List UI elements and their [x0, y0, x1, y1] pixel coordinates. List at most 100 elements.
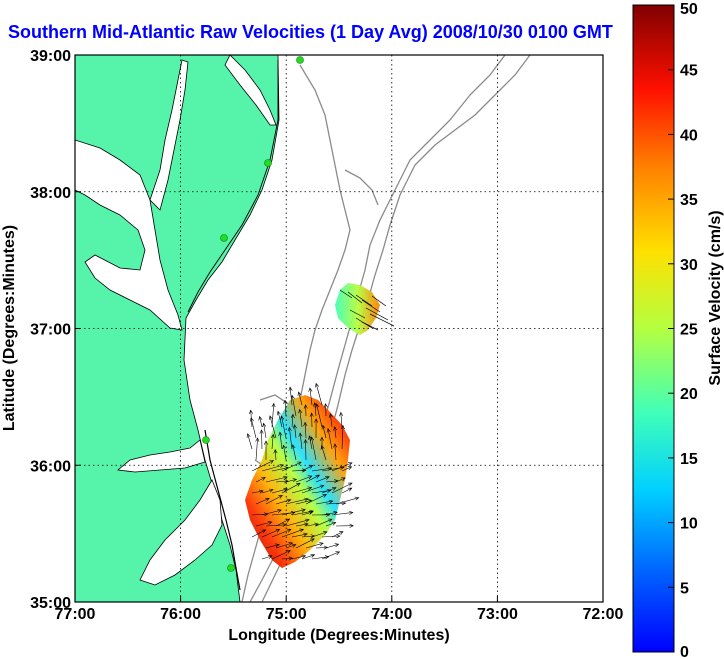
velocity-arrow [265, 476, 288, 483]
velocity-arrowhead [339, 465, 345, 470]
velocity-arrow [284, 400, 287, 417]
velocity-arrow [247, 433, 253, 450]
velocity-arrow [281, 529, 304, 538]
velocity-arrow [315, 383, 323, 406]
velocity-arrowhead [341, 477, 346, 482]
velocity-arrow [285, 519, 310, 527]
velocity-arrow [275, 499, 291, 505]
velocity-arrowhead [310, 554, 316, 558]
velocity-arrowhead [354, 496, 360, 501]
velocity-arrow [261, 489, 274, 494]
velocity-arrowhead [327, 518, 333, 523]
velocity-arrowhead [321, 424, 326, 430]
velocity-arrow [250, 417, 257, 439]
velocity-arrow [285, 544, 296, 549]
velocity-patch-south [245, 382, 360, 568]
velocity-arrow [289, 387, 293, 406]
velocity-arrow [311, 531, 328, 538]
velocity-arrow [289, 427, 293, 450]
velocity-arrowhead [292, 478, 298, 483]
velocity-arrow [263, 423, 267, 439]
velocity-arrowhead [292, 424, 297, 429]
velocity-arrow [275, 542, 293, 549]
velocity-arrowhead [286, 498, 292, 503]
velocity-arrowhead [275, 528, 281, 533]
velocity-arrowhead [255, 437, 260, 442]
y-tick-label: 39:00 [30, 48, 71, 65]
velocity-arrowhead [280, 415, 285, 421]
velocity-arrow [261, 429, 263, 450]
velocity-arrowhead [305, 518, 310, 523]
velocity-arrowhead [283, 487, 288, 492]
velocity-arrowhead [246, 433, 251, 438]
velocity-arrowhead [335, 551, 341, 556]
velocity-arrow [271, 403, 275, 428]
velocity-arrow [309, 387, 313, 406]
velocity-arrow [279, 432, 283, 450]
x-tick-label: 77:00 [55, 606, 96, 623]
velocity-arrowhead [348, 462, 353, 467]
velocity-arrow [281, 416, 287, 439]
velocity-arrowhead [288, 542, 294, 546]
velocity-arrow [292, 444, 297, 461]
velocity-arrowhead [249, 409, 253, 415]
colorbar-tick-label: 15 [680, 451, 698, 468]
colorbar-tick-label: 50 [680, 1, 698, 18]
map-layer [75, 55, 603, 602]
velocity-arrowhead [275, 543, 280, 548]
velocity-arrowhead [336, 534, 341, 539]
velocity-arrow [331, 482, 353, 494]
velocity-arrow [301, 511, 313, 516]
velocity-arrow [330, 413, 333, 428]
colorbar-tick-label: 5 [680, 580, 689, 597]
velocity-arrowhead [259, 429, 264, 434]
velocity-arrowhead [283, 475, 288, 480]
velocity-arrow [251, 490, 264, 494]
x-tick-label: 75:00 [266, 606, 307, 623]
velocity-arrowhead [298, 408, 303, 414]
velocity-arrowhead [339, 411, 344, 417]
velocity-arrowhead [340, 424, 345, 430]
velocity-arrow [291, 395, 297, 417]
y-tick-label: 35:00 [30, 595, 71, 612]
grid-lines [75, 55, 603, 602]
velocity-arrowhead [297, 461, 302, 466]
velocity-arrow [321, 445, 327, 461]
velocity-arrowhead [331, 521, 337, 526]
velocity-arrowhead [261, 529, 267, 534]
velocity-arrowhead [310, 538, 315, 543]
velocity-arrow [341, 466, 352, 472]
velocity-arrow [271, 550, 291, 560]
velocity-arrowhead [286, 528, 292, 533]
velocity-arrowhead [282, 523, 287, 528]
velocity-arrow [334, 426, 337, 439]
velocity-arrowhead [322, 494, 328, 498]
velocity-arrow [305, 523, 319, 527]
velocity-arrow [340, 412, 343, 428]
velocity-arrow [331, 531, 344, 538]
velocity-arrowhead [303, 532, 308, 537]
velocity-arrow [281, 557, 293, 560]
velocity-arrowhead [348, 510, 354, 515]
velocity-arrowhead [265, 497, 270, 502]
velocity-arrowhead [310, 436, 315, 441]
velocity-arrowhead [348, 482, 353, 487]
station-marker [202, 436, 210, 444]
velocity-arrowhead [290, 413, 295, 419]
velocity-arrowhead [301, 554, 307, 559]
colorbar-tick-label: 20 [680, 386, 698, 403]
velocity-arrowhead [288, 556, 294, 561]
velocity-arrow [314, 402, 317, 417]
velocity-arrowhead [324, 555, 330, 560]
velocity-arrowhead [276, 410, 281, 416]
y-axis-title: Latitude (Degrees:Minutes) [1, 225, 18, 431]
velocity-arrow [301, 535, 315, 538]
velocity-arrow [259, 416, 263, 428]
velocity-arrowhead [333, 510, 338, 515]
velocity-arrowhead [347, 466, 353, 470]
velocity-arrowhead [287, 426, 292, 432]
velocity-arrowhead [269, 488, 274, 493]
y-tick-label: 38:00 [30, 185, 71, 202]
station-marker [227, 564, 235, 572]
velocity-arrowhead [328, 499, 334, 504]
